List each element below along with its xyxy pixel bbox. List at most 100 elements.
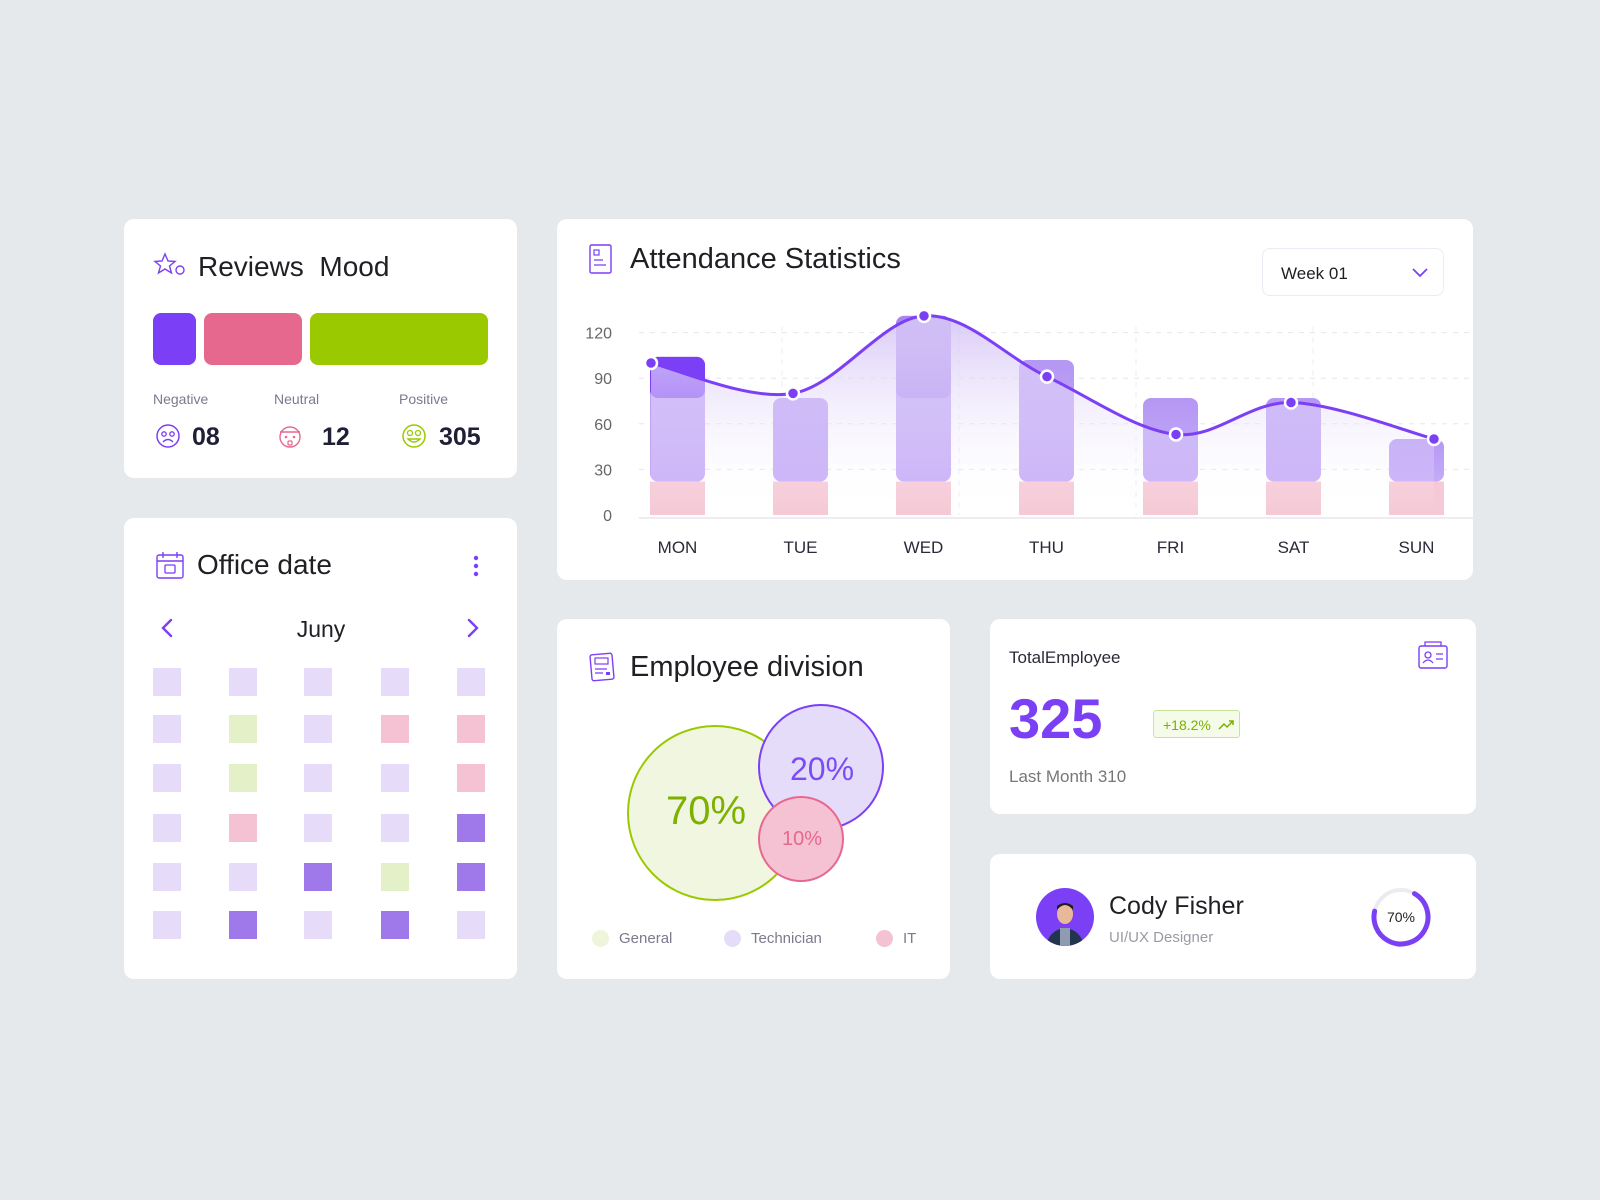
calendar-day[interactable]	[304, 764, 332, 792]
technician-legend-label: Technician	[751, 930, 822, 947]
calendar-day[interactable]	[304, 863, 332, 891]
trend-up-icon	[1218, 720, 1234, 730]
line-point	[1283, 395, 1299, 410]
stars-icon	[153, 252, 185, 275]
calendar-day[interactable]	[381, 911, 409, 939]
general-legend-dot	[592, 930, 609, 947]
profile-name: Cody Fisher	[1109, 892, 1244, 920]
progress-ring	[1371, 887, 1431, 947]
calendar-day[interactable]	[229, 814, 257, 842]
calendar-day[interactable]	[304, 715, 332, 743]
negative-label: Negative	[153, 391, 209, 407]
total-employee-card: TotalEmployee 325 +18.2% Last Month 310	[990, 619, 1476, 814]
y-tick-label: 0	[603, 508, 612, 525]
week-dropdown-value: Week 01	[1281, 264, 1348, 283]
x-tick-label: FRI	[1157, 538, 1184, 557]
calendar-day[interactable]	[457, 715, 485, 743]
x-tick-label: TUE	[784, 538, 818, 557]
calendar-day[interactable]	[153, 814, 181, 842]
positive-bar	[310, 313, 488, 365]
calendar-day[interactable]	[153, 764, 181, 792]
calendar-day[interactable]	[457, 911, 485, 939]
x-tick-label: WED	[904, 538, 944, 557]
y-tick-label: 90	[594, 371, 612, 388]
reviews-mood-card: Reviews Mood Negative 08 Neutral 12 Posi…	[124, 219, 517, 478]
calendar-day[interactable]	[457, 668, 485, 696]
clipboard-icon	[589, 652, 615, 682]
negative-bar	[153, 313, 196, 365]
neutral-value: 12	[322, 423, 350, 451]
employee-division-card: Employee division 70% 20% 10% General Te…	[557, 619, 950, 979]
technician-value: 20%	[789, 751, 855, 787]
chevron-down-icon	[1412, 268, 1428, 278]
neutral-face-icon	[279, 426, 301, 448]
positive-value: 305	[439, 423, 481, 451]
chevron-left-icon[interactable]	[160, 618, 174, 638]
calendar-day[interactable]	[304, 668, 332, 696]
calendar-day[interactable]	[229, 764, 257, 792]
calendar-day[interactable]	[153, 911, 181, 939]
last-month-text: Last Month 310	[1009, 767, 1127, 786]
calendar-day[interactable]	[304, 814, 332, 842]
office-date-card: Office date Juny	[124, 518, 517, 979]
calendar-day[interactable]	[457, 764, 485, 792]
division-bubble-chart	[627, 704, 884, 901]
calendar-day[interactable]	[229, 668, 257, 696]
neutral-label: Neutral	[274, 391, 320, 407]
calendar-day[interactable]	[304, 911, 332, 939]
general-legend-label: General	[619, 930, 673, 947]
x-tick-label: MON	[658, 538, 698, 557]
month-label: Juny	[296, 616, 346, 642]
document-icon	[589, 244, 612, 274]
line-point	[916, 308, 932, 324]
progress-label: 70%	[1386, 909, 1416, 925]
y-tick-label: 30	[594, 462, 612, 479]
id-card-icon	[1418, 641, 1448, 669]
total-employee-title: TotalEmployee	[1009, 648, 1121, 667]
it-legend-label: IT	[903, 930, 917, 947]
calendar-icon	[156, 552, 184, 579]
calendar-day[interactable]	[381, 814, 409, 842]
week-dropdown[interactable]: Week 01	[1262, 248, 1444, 296]
more-options-icon[interactable]	[470, 554, 482, 578]
calendar-day[interactable]	[381, 715, 409, 743]
division-title: Employee division	[630, 651, 864, 683]
it-legend-dot	[876, 930, 893, 947]
office-date-title: Office date	[197, 549, 332, 580]
negative-value: 08	[192, 423, 220, 451]
calendar-day[interactable]	[229, 715, 257, 743]
growth-badge: +18.2%	[1153, 710, 1240, 738]
avatar	[1036, 888, 1094, 946]
reviews-title: Reviews Mood	[198, 251, 390, 282]
calendar-day[interactable]	[153, 863, 181, 891]
line-point	[785, 386, 801, 401]
line-point	[643, 355, 659, 371]
it-bubble	[758, 796, 844, 882]
calendar-day[interactable]	[153, 715, 181, 743]
calendar-day[interactable]	[457, 863, 485, 891]
profile-card[interactable]: Cody Fisher UI/UX Designer 70%	[990, 854, 1476, 979]
line-point	[1039, 369, 1055, 384]
happy-face-icon	[402, 424, 426, 448]
profile-role: UI/UX Designer	[1109, 929, 1214, 946]
calendar-day[interactable]	[229, 911, 257, 939]
x-tick-label: SUN	[1399, 538, 1435, 557]
growth-value: +18.2%	[1163, 717, 1211, 733]
chevron-right-icon[interactable]	[466, 618, 480, 638]
y-tick-label: 60	[594, 417, 612, 434]
line-point	[1168, 427, 1184, 442]
calendar-day[interactable]	[153, 668, 181, 696]
calendar-day[interactable]	[381, 668, 409, 696]
it-value: 10%	[781, 828, 823, 850]
line-point	[1426, 431, 1442, 447]
x-tick-label: SAT	[1278, 538, 1310, 557]
attendance-title: Attendance Statistics	[630, 243, 901, 275]
calendar-day[interactable]	[229, 863, 257, 891]
total-employee-value: 325	[1009, 687, 1103, 750]
calendar-day[interactable]	[457, 814, 485, 842]
x-tick-label: THU	[1029, 538, 1064, 557]
sad-face-icon	[156, 424, 180, 448]
calendar-day[interactable]	[381, 764, 409, 792]
calendar-day[interactable]	[381, 863, 409, 891]
